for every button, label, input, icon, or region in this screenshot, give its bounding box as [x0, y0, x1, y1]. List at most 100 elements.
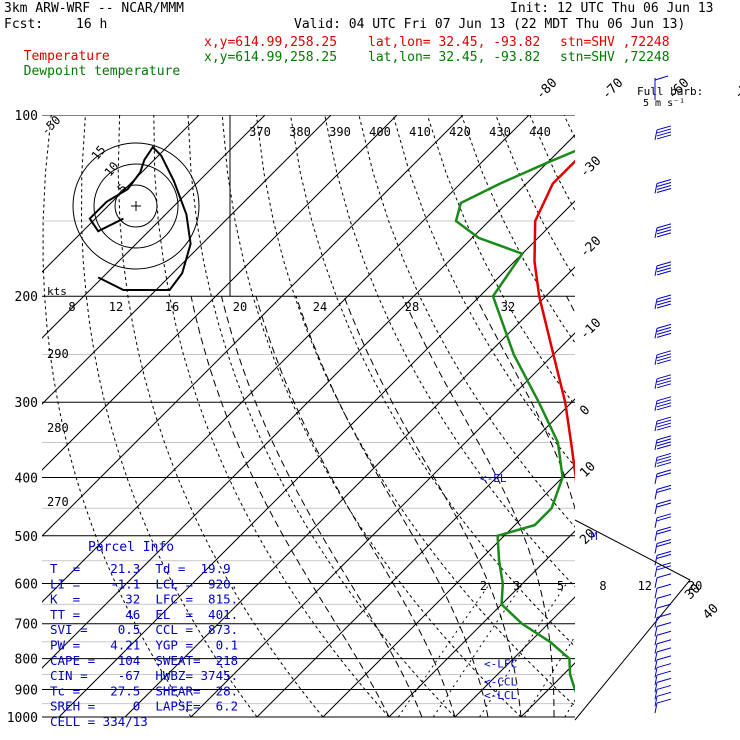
- parcel-info-row: PW = 4.21 YGP = 0.1: [50, 638, 238, 653]
- isotherm-top-label: -80: [533, 76, 560, 103]
- wind-barb: [654, 227, 658, 238]
- isotherm-top-label: -50: [731, 76, 740, 103]
- isotherm-line: [42, 115, 530, 603]
- temperature-legend-name: Temperature: [23, 49, 110, 64]
- wind-barb-flag: [656, 691, 672, 697]
- wind-barb-flag: [656, 425, 672, 431]
- wind-barb-flag: [656, 452, 672, 458]
- level-marker-lcl: <-LCL: [484, 689, 517, 702]
- wind-barb-flag: [656, 562, 672, 568]
- isotherm-line: [454, 596, 575, 718]
- wind-barb-flag: [656, 131, 672, 137]
- wind-barb-flag: [656, 422, 672, 428]
- wind-barb: [654, 530, 658, 542]
- valid-time: Valid: 04 UTC Fri 07 Jun 13 (22 MDT Thu …: [294, 17, 686, 32]
- moist-adiabat: [402, 296, 555, 717]
- wind-barb-flag: [656, 326, 672, 332]
- wind-barb: [654, 682, 658, 693]
- wind-barb-flag: [656, 416, 672, 422]
- wind-barb-flag: [656, 187, 672, 193]
- wind-barb: [654, 503, 658, 515]
- wind-barb-flag: [656, 223, 672, 229]
- parcel-info-row: TT = 46 EL = 401.: [50, 607, 238, 622]
- wind-barb-flag: [656, 573, 672, 579]
- mixing-ratio-label: 12: [638, 579, 652, 593]
- pressure-label: 1000: [7, 711, 38, 726]
- wind-barb-flag: [656, 612, 672, 618]
- dry-adiabat: [392, 115, 575, 468]
- wind-barb: [654, 183, 658, 194]
- barb-panel-edge: [574, 519, 691, 581]
- theta-label: 370: [249, 125, 271, 139]
- parcel-info-row: CIN = -67 HWBZ= 3745.: [50, 668, 238, 683]
- isotherm-line: [42, 115, 332, 405]
- mixing-ratio-line: [564, 699, 575, 718]
- wind-barb-flag: [656, 458, 672, 464]
- hodograph-ring: [72, 142, 200, 270]
- wind-barb: [654, 659, 658, 670]
- full-barb-sample: [654, 75, 669, 81]
- wind-barb: [654, 439, 658, 450]
- wind-barb: [654, 354, 658, 365]
- wind-barb: [654, 400, 658, 411]
- mixing-ratio-line: [432, 583, 524, 718]
- theta-label: 440: [529, 125, 551, 139]
- temperature-latlon: lat,lon= 32.45, -93.82: [368, 35, 541, 50]
- wind-barb: [654, 626, 658, 637]
- isotherm-line: [719, 115, 740, 717]
- theta-label: 390: [329, 125, 351, 139]
- wind-barb-flag: [656, 294, 672, 300]
- level-marker-lfc: <-LFC: [484, 658, 517, 671]
- wind-barb-flag: [656, 502, 672, 508]
- parcel-info-title: Parcel Info: [88, 540, 175, 555]
- wind-barb: [654, 607, 658, 619]
- pressure-label: 800: [15, 653, 38, 668]
- wind-barb-flag: [656, 663, 672, 669]
- moist-adiabat: [343, 296, 522, 718]
- wind-barb-flag: [656, 267, 672, 273]
- barb-panel-edge: [574, 579, 691, 721]
- parcel-info-row: CELL = 334/13: [50, 714, 148, 729]
- wind-barb-flag: [656, 303, 672, 309]
- dry-adiabat: [117, 115, 324, 718]
- wind-barb: [654, 378, 658, 389]
- wind-barb-flag: [656, 469, 672, 475]
- hodograph-speed-label: 16: [165, 300, 179, 314]
- dry-adiabat: [221, 115, 522, 718]
- moist-adiabat: [255, 296, 456, 718]
- temperature-profile: [533, 159, 575, 484]
- wind-barb: [654, 651, 658, 663]
- hodograph-speed-label: 28: [405, 300, 419, 314]
- wind-barb: [654, 674, 658, 686]
- wind-barb: [654, 577, 658, 588]
- wind-barb: [654, 689, 658, 700]
- mixing-ratio-label: 8: [599, 579, 606, 593]
- melting-level-mark: M: [591, 530, 598, 543]
- mixing-ratio-line: [618, 583, 697, 717]
- wind-barb-flag: [656, 264, 672, 270]
- wind-barb: [654, 457, 658, 468]
- parcel-info-row: SREH = 0 LAPSE= 6.2: [50, 699, 238, 714]
- pressure-label: 600: [15, 577, 38, 592]
- mixing-ratio-label: 5: [557, 579, 564, 593]
- dry-adiabat: [461, 115, 575, 344]
- mixing-ratio-label: 20: [688, 579, 702, 593]
- isotherm-line: [42, 115, 464, 537]
- hodograph-trace: [88, 145, 192, 291]
- theta-e-label: 270: [47, 495, 69, 509]
- wind-barb-flag: [656, 329, 672, 335]
- wind-barb-flag: [656, 499, 672, 505]
- wind-barb-flag: [656, 323, 672, 329]
- dewpoint-latlon: lat,lon= 32.45, -93.82: [368, 50, 541, 65]
- wind-barb: [654, 555, 658, 566]
- isotherm-line: [388, 530, 575, 718]
- wind-barb-flag: [656, 332, 672, 338]
- mixing-ratio-line: [397, 583, 491, 718]
- wind-barb-flag: [656, 374, 672, 380]
- wind-barb: [654, 298, 658, 310]
- isotherm-right-label: 10: [577, 459, 599, 481]
- isotherm-line: [42, 115, 200, 273]
- wind-barb-flag: [656, 639, 672, 645]
- isotherm-right-label: 40: [700, 601, 722, 623]
